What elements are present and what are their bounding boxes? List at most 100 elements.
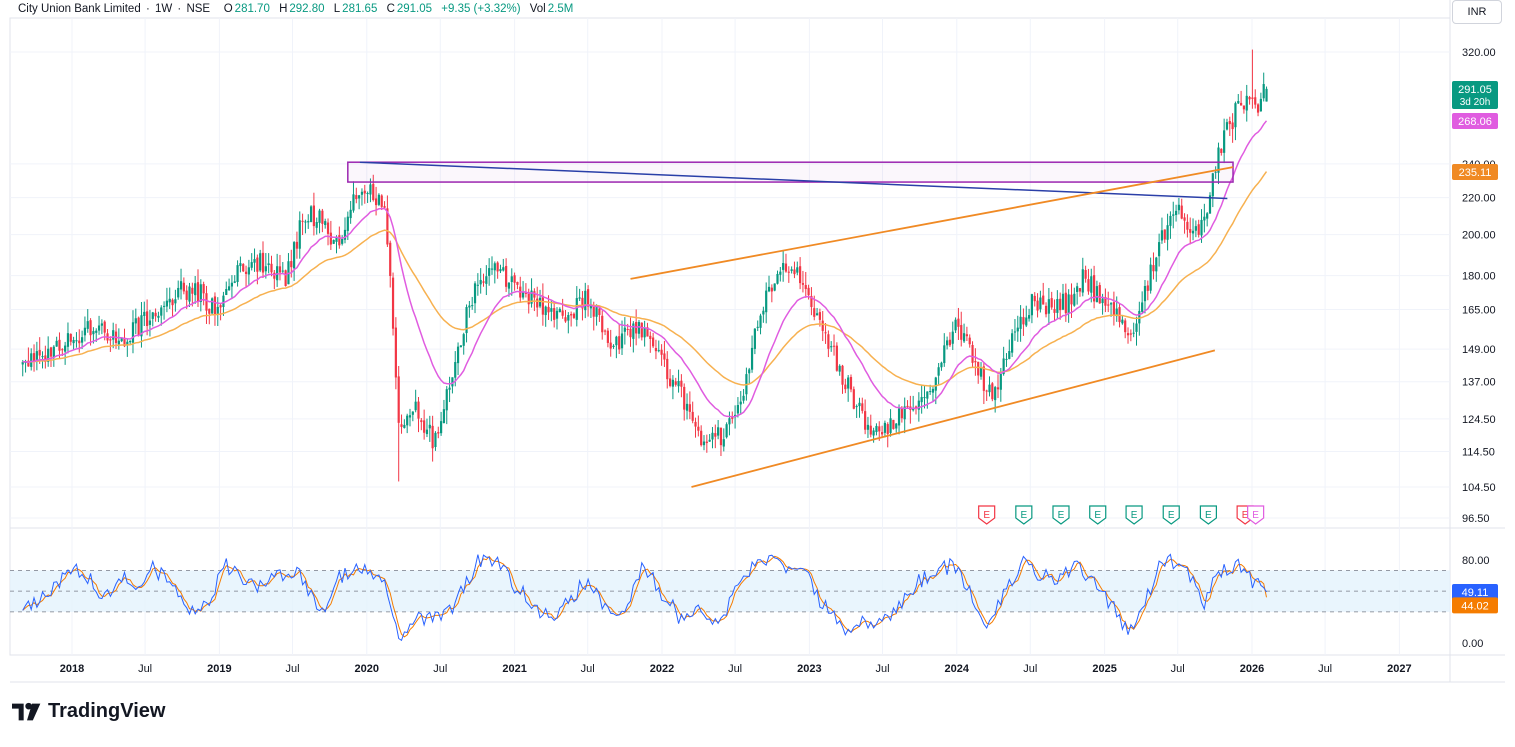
candle-body xyxy=(1248,97,1251,100)
resistance-zone-box xyxy=(347,161,1234,183)
candle-body xyxy=(510,276,513,283)
candle-body xyxy=(558,308,561,313)
candle-body xyxy=(815,313,819,316)
candle-body xyxy=(1149,264,1152,291)
candle-body xyxy=(374,198,378,206)
candle-body xyxy=(1042,295,1045,305)
candle-body xyxy=(230,282,234,287)
candle-body xyxy=(883,422,887,433)
candle-body xyxy=(1211,173,1214,197)
candle-body xyxy=(923,397,926,399)
candle-body xyxy=(165,300,169,307)
candle-body xyxy=(284,270,287,286)
candle-body xyxy=(440,421,443,434)
candle-body xyxy=(227,286,231,291)
tradingview-logo-icon xyxy=(12,702,41,720)
candle-body xyxy=(931,388,935,393)
candle-body xyxy=(632,323,635,339)
candle-body xyxy=(80,337,84,343)
candle-body xyxy=(731,417,734,419)
candle-body xyxy=(47,348,50,362)
candle-body xyxy=(324,221,327,226)
candle-body xyxy=(358,195,361,199)
rsi-band xyxy=(10,569,1450,613)
candle-body xyxy=(171,299,174,306)
brand[interactable]: TradingView xyxy=(12,700,165,723)
candle-body xyxy=(1016,327,1019,332)
candle-body xyxy=(89,320,92,336)
candle-body xyxy=(103,321,106,333)
candle-body xyxy=(799,266,802,284)
candle-body xyxy=(767,286,771,292)
candle-body xyxy=(1084,270,1087,279)
candle-body xyxy=(527,292,530,305)
candle-body xyxy=(1256,104,1260,113)
candle-body xyxy=(417,401,420,419)
candle-body xyxy=(1118,307,1121,323)
candle-body xyxy=(414,401,417,411)
candle-body xyxy=(719,427,723,446)
candle-body xyxy=(821,320,824,331)
time-tick-label: 2024 xyxy=(945,663,970,675)
ema-lines xyxy=(22,120,1268,418)
candle-body xyxy=(657,350,660,352)
candle-body xyxy=(482,281,485,283)
candle-body xyxy=(914,406,918,409)
candle-body xyxy=(629,328,632,338)
candle-body xyxy=(64,345,67,352)
price-tag-2-bg xyxy=(1452,164,1498,180)
candle-body xyxy=(21,361,24,365)
candle-body xyxy=(1254,97,1257,105)
price-tick-label: 180.00 xyxy=(1462,271,1496,283)
candle-body xyxy=(765,290,768,313)
candle-body xyxy=(507,282,511,289)
candle-body xyxy=(801,283,805,285)
candle-body xyxy=(1059,298,1062,311)
candle-body xyxy=(663,353,666,360)
candle-body xyxy=(985,390,988,392)
candle-body xyxy=(1053,309,1056,313)
candle-body xyxy=(140,315,143,337)
currency-button[interactable]: INR xyxy=(1452,0,1502,24)
candle-body xyxy=(341,238,344,244)
candle-body xyxy=(360,191,364,195)
candle-body xyxy=(700,430,703,446)
candle-body xyxy=(196,282,200,302)
time-tick-label: Jul xyxy=(1023,663,1037,675)
candle-body xyxy=(35,351,38,362)
event-marker-label: E xyxy=(1168,510,1175,521)
brand-name: TradingView xyxy=(48,700,166,722)
descending-trendline xyxy=(359,161,1228,200)
candle-body xyxy=(281,270,284,272)
candle-body xyxy=(946,340,949,346)
candle-body xyxy=(813,308,816,317)
candle-body xyxy=(1002,358,1005,375)
candle-body xyxy=(1022,317,1025,325)
candle-body xyxy=(807,287,810,296)
candle-body xyxy=(1189,229,1192,233)
ema-slow-line xyxy=(22,171,1268,387)
candle-body xyxy=(1008,351,1011,359)
candle-body xyxy=(488,268,491,276)
candle-body xyxy=(626,328,629,330)
candle-body xyxy=(1143,285,1147,302)
candle-body xyxy=(1005,358,1008,360)
candle-body xyxy=(725,424,728,438)
price-tick-label: 104.50 xyxy=(1462,482,1496,494)
candle-body xyxy=(205,293,208,311)
candle-body xyxy=(403,424,406,428)
candle-body xyxy=(202,284,205,294)
candle-body xyxy=(27,360,30,367)
candle-body xyxy=(239,263,242,267)
candle-body xyxy=(804,285,807,290)
candle-body xyxy=(411,411,414,415)
candle-body xyxy=(878,426,881,432)
price-tag-0-countdown: 3d 20h xyxy=(1460,97,1491,108)
candle-body xyxy=(1025,317,1028,326)
time-tick-label: 2026 xyxy=(1240,663,1264,675)
candle-body xyxy=(1081,269,1084,293)
candle-body xyxy=(832,345,836,347)
candle-body xyxy=(456,346,460,364)
